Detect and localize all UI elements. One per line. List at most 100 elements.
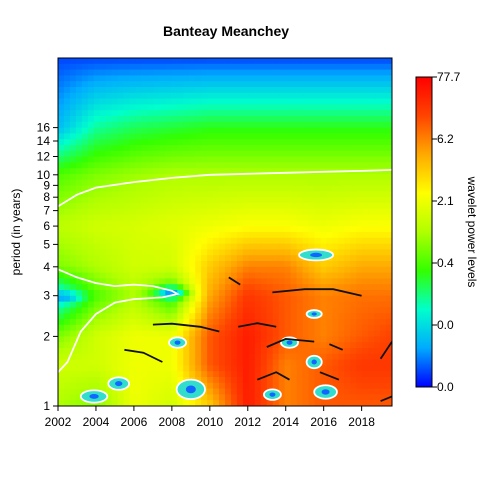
colorbar-tick-label: 0.4 <box>437 256 454 270</box>
heat-cell <box>219 324 226 332</box>
heat-cell <box>320 162 327 169</box>
heat-cell <box>362 359 369 366</box>
heat-cell <box>320 243 327 250</box>
heat-cell <box>326 220 333 227</box>
heat-cell <box>266 104 274 111</box>
heat-cell <box>260 313 268 320</box>
heat-cell <box>356 313 363 320</box>
heat-cell <box>225 255 232 262</box>
heat-cell <box>260 371 268 378</box>
heat-cell <box>284 208 292 216</box>
heat-cell <box>183 243 190 250</box>
heat-cell <box>207 336 214 343</box>
heat-cell <box>99 191 107 198</box>
heat-cell <box>278 92 286 100</box>
heat-cell <box>254 319 262 326</box>
heat-cell <box>272 359 280 366</box>
heat-cell <box>332 133 339 140</box>
heat-cell <box>350 313 357 320</box>
heat-cell <box>284 121 292 129</box>
heat-cell <box>171 58 178 65</box>
island-core <box>269 392 276 397</box>
heat-cell <box>314 400 322 406</box>
heat-cell <box>93 69 101 76</box>
heat-cell <box>195 324 202 332</box>
y-tick-label: 5 <box>43 237 50 251</box>
heat-cell <box>99 121 107 129</box>
heat-cell <box>159 208 166 216</box>
heat-cell <box>141 394 149 401</box>
heat-cell <box>374 87 381 94</box>
heat-cell <box>225 98 232 105</box>
heat-cell <box>230 162 238 169</box>
heat-cell <box>356 133 363 140</box>
heat-cell <box>129 266 137 274</box>
heat-cell <box>195 69 202 76</box>
heat-cell <box>225 104 232 111</box>
heat-cell <box>284 127 292 134</box>
heat-cell <box>308 174 316 181</box>
heat-cell <box>135 313 143 320</box>
heat-cell <box>236 382 244 390</box>
heat-cell <box>386 400 392 406</box>
heat-cell <box>230 168 238 175</box>
heat-cell <box>99 365 107 372</box>
heat-cell <box>242 371 250 378</box>
heat-cell <box>302 116 310 123</box>
heat-cell <box>236 261 244 268</box>
heat-cell <box>308 226 316 233</box>
heat-cell <box>374 69 381 76</box>
heat-cell <box>344 377 351 384</box>
heat-cell <box>129 110 137 117</box>
heat-cell <box>207 121 214 129</box>
heat-cell <box>129 116 137 123</box>
heat-cell <box>290 75 298 82</box>
heat-cell <box>105 110 113 117</box>
island-core <box>311 312 317 316</box>
heat-cell <box>296 237 304 245</box>
heat-cell <box>165 179 172 187</box>
heat-cell <box>320 203 327 210</box>
heat-cell <box>69 168 77 175</box>
heat-cell <box>153 81 160 88</box>
heat-cell <box>254 301 262 308</box>
heat-cell <box>248 226 256 233</box>
heat-cell <box>344 63 351 71</box>
heat-cell <box>81 365 89 372</box>
heat-cell <box>344 116 351 123</box>
heat-cell <box>189 272 196 279</box>
heat-cell <box>302 133 310 140</box>
heat-cell <box>213 133 220 140</box>
heat-cell <box>326 272 333 279</box>
heat-cell <box>248 203 256 210</box>
heat-cell <box>75 110 83 117</box>
heat-cell <box>195 214 202 221</box>
heat-cell <box>230 179 238 187</box>
heat-cell <box>290 232 298 239</box>
heat-cell <box>326 75 333 82</box>
heat-cell <box>195 150 202 158</box>
heat-cell <box>81 336 89 343</box>
heat-cell <box>135 249 143 256</box>
heat-cell <box>129 278 137 285</box>
heat-cell <box>183 156 190 163</box>
heat-cell <box>93 330 101 337</box>
heat-cell <box>386 81 392 88</box>
heat-cell <box>165 371 172 378</box>
heat-cell <box>260 197 268 204</box>
heat-cell <box>266 237 274 245</box>
heat-cell <box>242 324 250 332</box>
heat-cell <box>260 400 268 406</box>
heat-cell <box>147 295 155 303</box>
heat-cell <box>201 208 208 216</box>
heat-cell <box>230 237 238 245</box>
heat-cell <box>75 98 83 105</box>
heat-cell <box>266 185 274 192</box>
heat-cell <box>117 139 125 146</box>
heat-cell <box>254 255 262 262</box>
heat-cell <box>374 307 381 314</box>
heat-cell <box>344 127 351 134</box>
heat-cell <box>356 324 363 332</box>
heat-cell <box>75 214 83 221</box>
heat-cell <box>338 388 345 395</box>
